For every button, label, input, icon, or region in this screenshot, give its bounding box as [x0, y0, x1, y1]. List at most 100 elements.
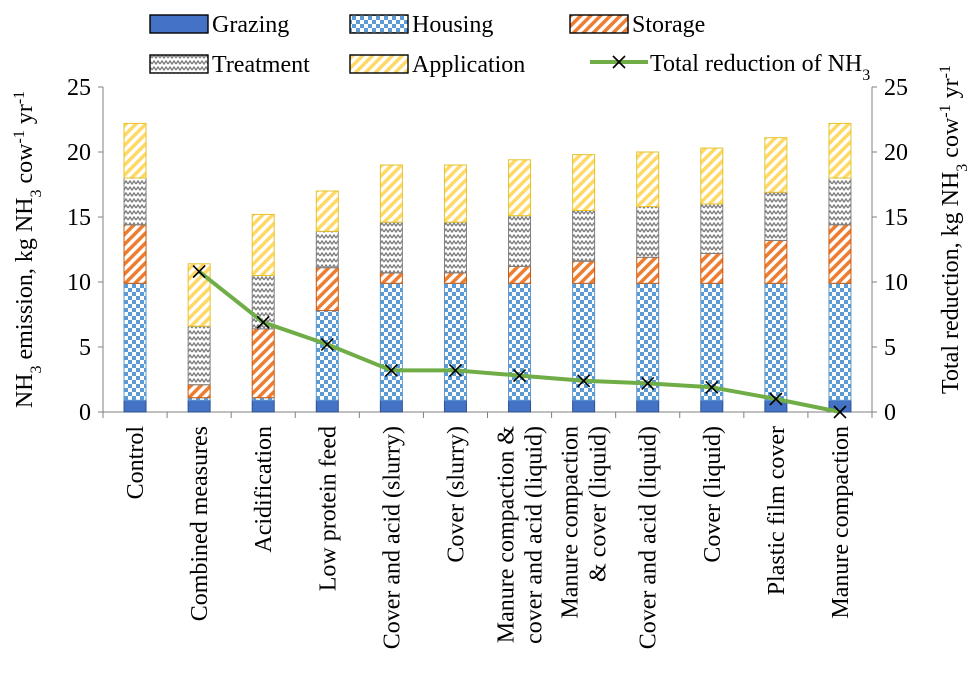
y-left-tick-label: 25 [67, 75, 91, 101]
category-label: Acidification [251, 426, 277, 553]
bar-housing [700, 282, 724, 401]
bar-treatment [572, 210, 596, 262]
y-left-tick-label: 20 [67, 140, 91, 166]
legend-label-treatment: Treatment [212, 52, 310, 78]
category-label: Cover and acid (slurry) [379, 426, 405, 649]
y-axis-left-title-part: NH [12, 373, 38, 408]
y-right-tick-label: 5 [884, 335, 896, 361]
bar-application [572, 154, 596, 212]
reduction-marker [705, 380, 719, 394]
bar-housing [379, 282, 403, 401]
reduction-marker [192, 265, 206, 279]
category-label: Control [123, 426, 149, 500]
bar-storage [315, 267, 339, 312]
y-axis-left-title-part: cow [12, 143, 38, 190]
bar-grazing [251, 399, 275, 413]
bar-storage [700, 252, 724, 284]
bar-application [508, 159, 532, 217]
bar-grazing [636, 399, 660, 413]
bar-grazing [123, 399, 147, 413]
bar-treatment [636, 206, 660, 258]
bar-storage [443, 272, 467, 284]
y-axis-left-title: NH3 emission, kg NH3 cow-1 yr-1 [11, 91, 45, 408]
bar-grazing [443, 399, 467, 413]
bar-housing [764, 282, 788, 401]
bar-housing [508, 282, 532, 401]
labels-group: Control Combined measures Acidification Low… [11, 65, 971, 649]
bar-application [123, 122, 147, 179]
bar-storage [764, 239, 788, 284]
y-right-tick-label: 20 [884, 140, 908, 166]
reduction-marker [384, 363, 398, 377]
bar-treatment [315, 230, 339, 269]
axes-group: 0 5 10 15 20 25 0 5 10 15 20 25 [67, 75, 908, 426]
bar-treatment [379, 221, 403, 274]
bar-treatment [123, 177, 147, 226]
legend-label-reduction-sub: 3 [862, 67, 870, 84]
legend-label-application: Application [412, 52, 525, 78]
category-label: Plastic film cover [764, 426, 790, 595]
bar-storage [636, 256, 660, 284]
bar-storage [508, 265, 532, 284]
category-label: Low protein feed [315, 426, 341, 591]
bar-application [443, 164, 467, 223]
category-label: Manure compaction [558, 426, 584, 619]
bar-application [764, 137, 788, 193]
bar-housing [123, 282, 147, 401]
reduction-marker [448, 363, 463, 377]
reduction-marker [512, 369, 527, 383]
legend-label-grazing: Grazing [212, 12, 289, 38]
legend-swatch-housing [349, 14, 409, 34]
bar-storage [572, 260, 596, 284]
legend-label-reduction-text: Total reduction of NH [650, 51, 862, 77]
bar-grazing [508, 399, 532, 413]
reduction-line-group [192, 265, 847, 419]
y-axis-right-title-part: Total reduction, kg NH [938, 172, 964, 394]
y-right-tick-label: 10 [884, 270, 908, 296]
bar-treatment [764, 191, 788, 241]
y-axis-right-title-part: yr [938, 78, 964, 104]
category-label: Combined measures [187, 426, 213, 621]
y-axis-right-title-part: 3 [954, 164, 971, 172]
bar-grazing [700, 399, 724, 413]
legend-marker-reduction [612, 55, 626, 69]
bar-application [379, 164, 403, 223]
bar-grazing [572, 399, 596, 413]
bar-grazing [379, 399, 403, 413]
reduction-marker [769, 392, 783, 406]
bar-storage [187, 384, 211, 399]
bar-storage [123, 224, 147, 284]
y-axis-right-title-part: cow [938, 117, 964, 164]
y-axis-right-title-part: -1 [937, 104, 954, 117]
legend-label-reduction: Total reduction of NH3 [650, 51, 870, 84]
legend-label-housing: Housing [412, 12, 493, 38]
y-axis-left-title-part: -1 [11, 130, 28, 143]
bar-application [828, 122, 852, 179]
y-axis-left-title-part: -1 [11, 91, 28, 104]
category-label: Manure compaction [828, 426, 854, 619]
y-left-tick-label: 5 [79, 335, 91, 361]
bar-treatment [700, 203, 724, 254]
y-right-tick-label: 15 [884, 205, 908, 231]
category-label: Cover (liquid) [700, 426, 726, 563]
category-label: Cover (slurry) [443, 426, 469, 563]
legend-swatch-grazing [149, 14, 209, 34]
reduction-marker [833, 405, 847, 419]
y-axis-right-title: Total reduction, kg NH3 cow-1 yr-1 [937, 65, 971, 394]
bar-application [636, 151, 660, 208]
reduction-marker [256, 315, 270, 329]
bar-housing [828, 282, 852, 401]
reduction-marker [577, 374, 591, 388]
y-axis-left-title-part: emission, kg NH [12, 197, 38, 365]
bar-grazing [187, 399, 211, 413]
bar-treatment [508, 215, 532, 267]
category-label: Cover and acid (liquid) [636, 426, 662, 649]
bar-treatment [828, 177, 852, 226]
bar-application [251, 213, 275, 276]
y-axis-right-title-part: -1 [937, 65, 954, 78]
bar-housing [443, 282, 467, 401]
legend-label-storage: Storage [632, 12, 705, 38]
reduction-marker [320, 337, 334, 351]
